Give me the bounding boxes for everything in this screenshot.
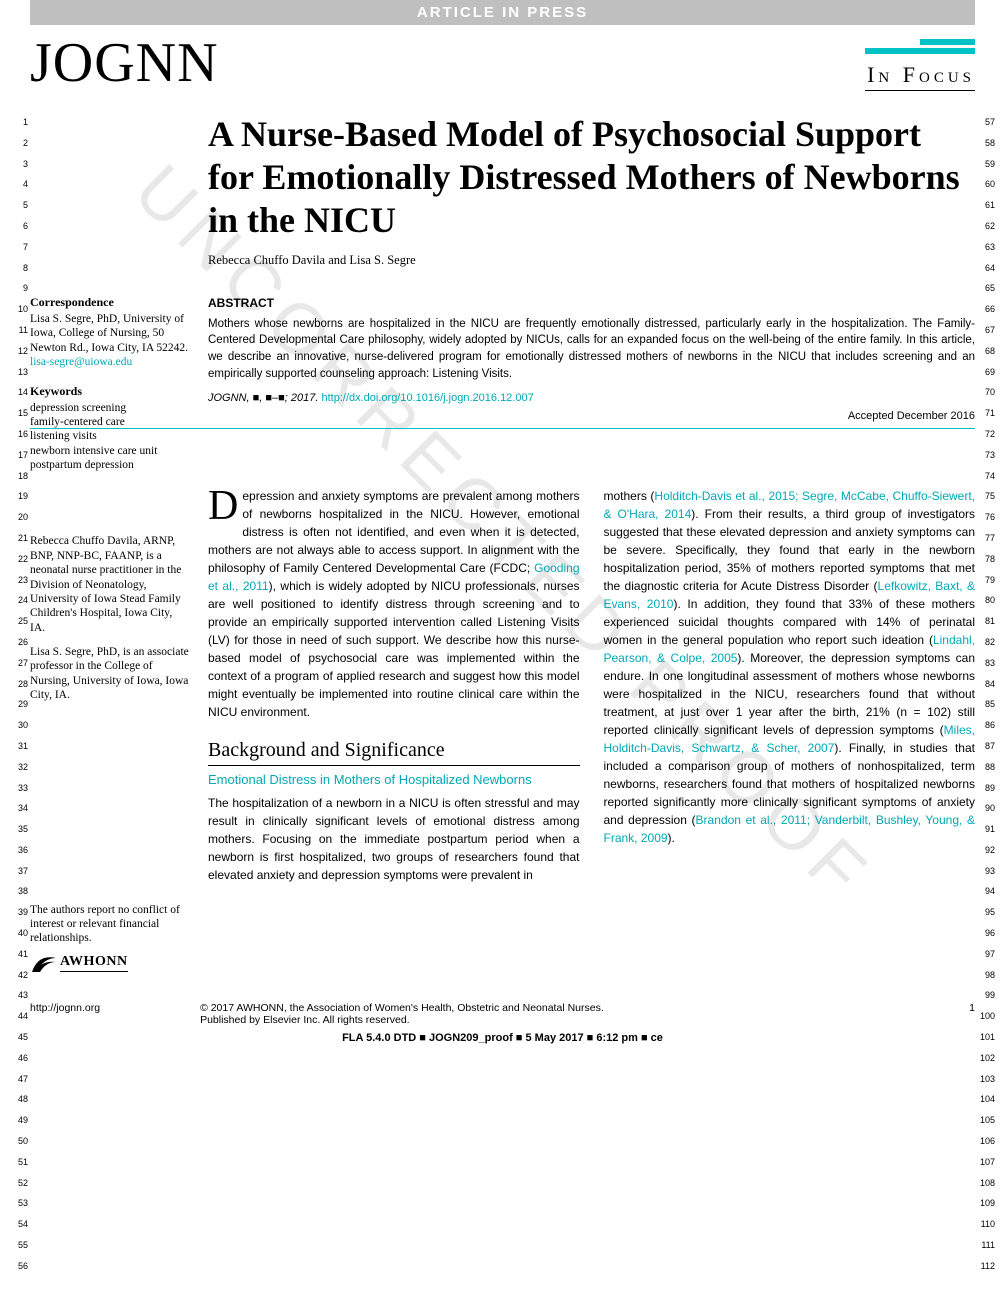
body-paragraph: Depression and anxiety symptoms are prev…: [208, 487, 580, 721]
decor-bar: [920, 39, 975, 45]
keyword-item: family-centered care: [30, 415, 190, 429]
article-title: A Nurse-Based Model of Psychosocial Supp…: [208, 113, 975, 243]
journal-url[interactable]: http://jognn.org: [30, 1002, 100, 1026]
keyword-item: depression screening: [30, 401, 190, 415]
body-columns: Depression and anxiety symptoms are prev…: [208, 487, 975, 884]
column-2: mothers (Holditch-Davis et al., 2015; Se…: [604, 487, 976, 884]
keyword-item: listening visits: [30, 429, 190, 443]
accepted-date: Accepted December 2016: [208, 410, 975, 422]
awhonn-text: AWHONN: [60, 953, 128, 972]
doi-link[interactable]: http://dx.doi.org/10.1016/j.jogn.2016.12…: [321, 392, 533, 404]
press-banner: ARTICLE IN PRESS: [30, 0, 975, 25]
abstract-heading: ABSTRACT: [208, 296, 975, 310]
keywords-heading: Keywords: [30, 384, 190, 399]
body-paragraph: mothers (Holditch-Davis et al., 2015; Se…: [604, 487, 976, 847]
sidebar: Correspondence Lisa S. Segre, PhD, Unive…: [30, 95, 190, 974]
correspondence-block: Correspondence Lisa S. Segre, PhD, Unive…: [30, 295, 190, 370]
footer: http://jognn.org © 2017 AWHONN, the Asso…: [0, 994, 1005, 1030]
correspondence-text: Lisa S. Segre, PhD, University of Iowa, …: [30, 312, 190, 355]
correspondence-heading: Correspondence: [30, 295, 190, 310]
keyword-item: newborn intensive care unit: [30, 444, 190, 458]
section-label: In Focus: [865, 62, 975, 91]
bio-text: Rebecca Chuffo Davila, ARNP, BNP, NNP-BC…: [30, 534, 190, 635]
subsection-heading: Emotional Distress in Mothers of Hospita…: [208, 770, 580, 790]
proof-footer: FLA 5.4.0 DTD ■ JOGN209_proof ■ 5 May 20…: [0, 1032, 1005, 1044]
coi-statement: The authors report no conflict of intere…: [30, 903, 190, 946]
journal-logo: JOGNN: [30, 31, 219, 95]
citation: JOGNN, ■, ■–■; 2017. http://dx.doi.org/1…: [208, 392, 975, 404]
author-bios: Rebecca Chuffo Davila, ARNP, BNP, NNP-BC…: [30, 534, 190, 702]
section-marker: In Focus: [865, 39, 975, 91]
divider: [30, 428, 975, 429]
section-heading: Background and Significance: [208, 735, 580, 766]
main-column: A Nurse-Based Model of Psychosocial Supp…: [190, 95, 975, 974]
awhonn-icon: [30, 952, 58, 974]
keyword-item: postpartum depression: [30, 458, 190, 472]
author-line: Rebecca Chuffo Davila and Lisa S. Segre: [208, 253, 975, 268]
body-paragraph: The hospitalization of a newborn in a NI…: [208, 794, 580, 884]
dropcap: D: [208, 487, 242, 525]
abstract-text: Mothers whose newborns are hospitalized …: [208, 316, 975, 383]
header: JOGNN In Focus: [0, 31, 1005, 95]
correspondence-email[interactable]: lisa-segre@uiowa.edu: [30, 356, 132, 368]
awhonn-logo: AWHONN: [30, 952, 190, 974]
bio-text: Lisa S. Segre, PhD, is an associate prof…: [30, 645, 190, 703]
column-1: Depression and anxiety symptoms are prev…: [208, 487, 580, 884]
copyright: © 2017 AWHONN, the Association of Women'…: [200, 1002, 969, 1026]
decor-bar: [865, 48, 975, 54]
citation-pre: JOGNN, ■, ■–■; 2017.: [208, 392, 321, 404]
